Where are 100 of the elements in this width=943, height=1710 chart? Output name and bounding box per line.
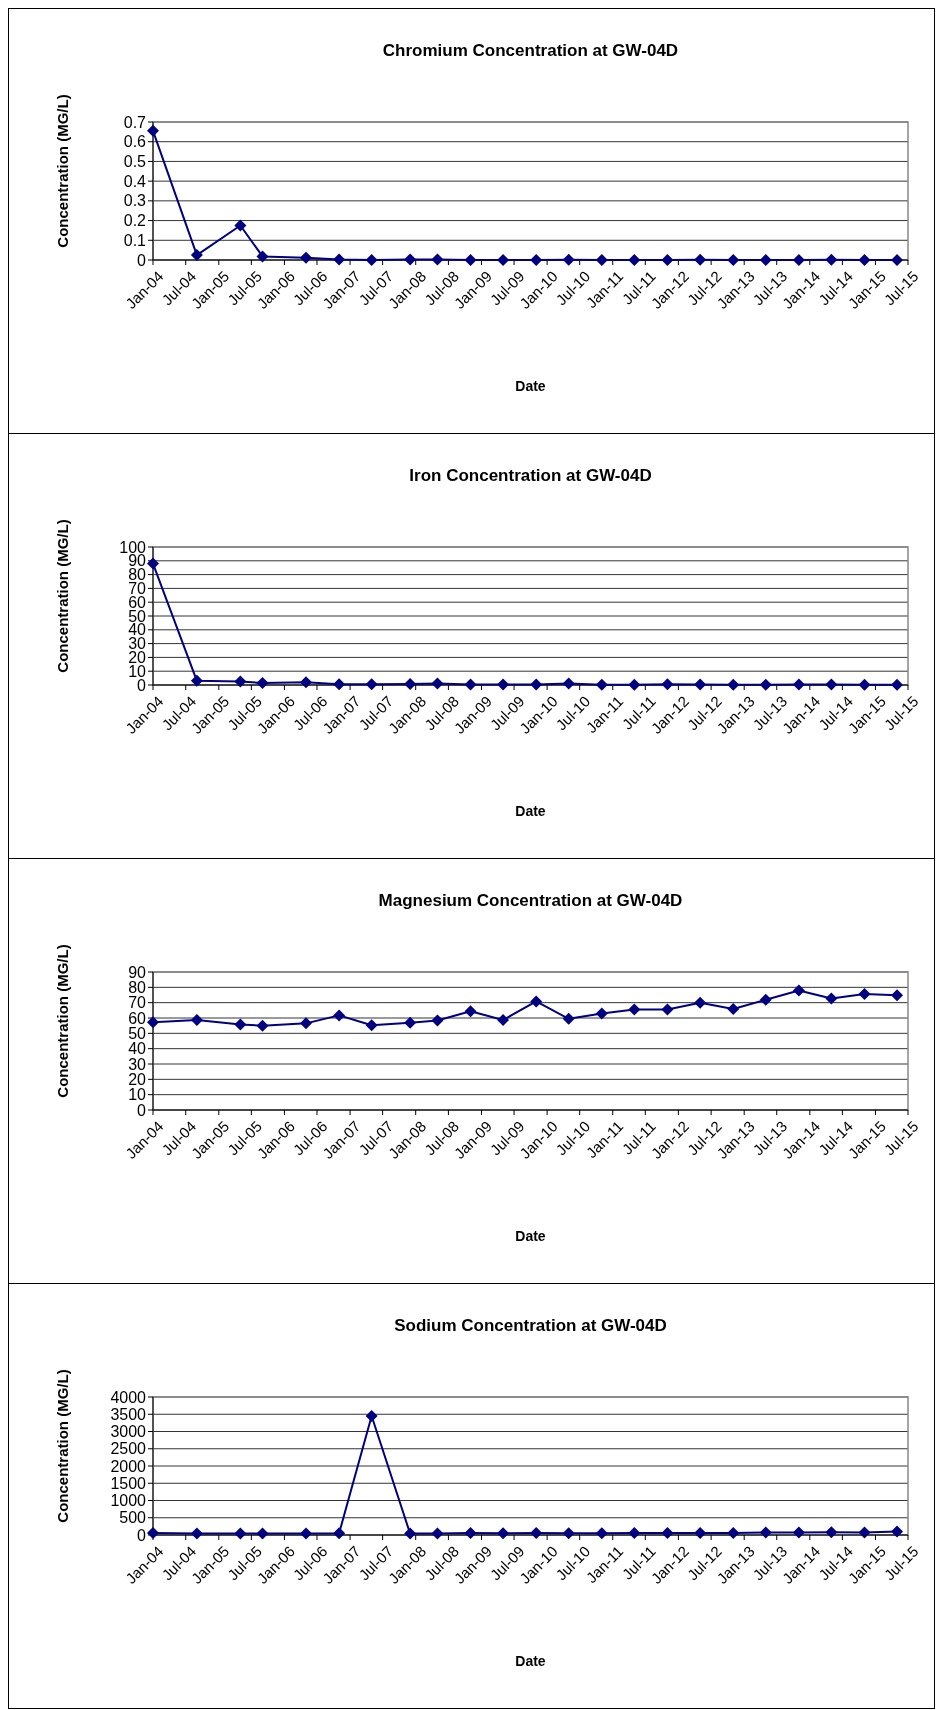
point [300,251,313,264]
point [497,678,510,691]
point [562,1012,575,1025]
point [234,219,247,232]
y-tick-label: 0.4 [123,172,147,190]
point [661,254,674,266]
point [333,1009,346,1022]
point [694,996,707,1009]
y-tick-label: 3000 [110,1423,147,1441]
point [190,1527,203,1540]
point [256,1019,269,1032]
point [825,678,838,691]
point [333,253,346,266]
point [234,1527,247,1540]
y-tick-label: 1500 [110,1474,147,1492]
y-tick-label: 0.7 [123,113,147,131]
point [190,249,203,262]
y-tick-label: 0 [137,1526,147,1544]
y-axis-title: Concentration (MG/L) [54,1369,71,1523]
point [727,1002,740,1015]
y-tick-label: 0.6 [123,133,147,151]
x-axis-title: Date [515,803,546,819]
point [694,253,707,266]
point [759,254,772,266]
point [562,1527,575,1540]
point [858,678,871,691]
y-tick-label: 4000 [110,1388,147,1406]
point [256,1527,269,1540]
point [147,1016,159,1029]
point [727,254,740,266]
point [431,677,444,690]
point [464,678,477,691]
point [464,1526,477,1539]
point [628,254,641,266]
x-axis-title: Date [515,378,546,394]
y-tick-label: 20 [128,1070,147,1088]
point [759,678,772,691]
y-axis-title: Concentration (MG/L) [54,519,71,673]
point [300,1527,313,1540]
point [333,678,346,691]
y-tick-label: 10 [128,1086,147,1104]
point [365,678,378,691]
point [147,1526,159,1539]
chart-title: Sodium Concentration at GW-04D [394,1316,667,1335]
chart-title: Iron Concentration at GW-04D [409,466,652,485]
y-tick-label: 70 [128,994,147,1012]
point [404,253,417,266]
point [530,678,543,691]
point [628,1003,641,1016]
y-tick-label: 30 [128,1055,147,1073]
point [300,676,313,689]
y-tick-label: 0.2 [123,212,147,230]
point [891,254,904,266]
point [147,124,159,137]
point [858,987,871,1000]
y-tick-label: 500 [119,1509,147,1527]
point [365,1409,378,1422]
point [891,1525,904,1538]
point [858,254,871,266]
point [562,253,575,266]
point [404,1527,417,1540]
point [792,1526,805,1539]
x-axis-title: Date [515,1653,546,1669]
y-tick-label: 0.3 [123,192,147,210]
point [661,1526,674,1539]
point [464,1005,477,1018]
point [530,1526,543,1539]
point [530,995,543,1008]
point [464,254,477,266]
point [694,678,707,691]
point [365,1019,378,1032]
point [727,1526,740,1539]
point [661,678,674,691]
y-tick-label: 3500 [110,1405,147,1423]
point [256,676,269,689]
point [628,678,641,691]
point [891,678,904,691]
point [661,1003,674,1016]
y-tick-label: 80 [128,978,147,996]
y-axis-title: Concentration (MG/L) [54,944,71,1098]
point [858,1526,871,1539]
point [595,1527,608,1540]
y-tick-label: 0.1 [123,231,147,249]
point [431,253,444,266]
point [891,989,904,1002]
y-tick-label: 2500 [110,1440,147,1458]
point [404,1016,417,1029]
y-axis-title: Concentration (MG/L) [54,94,71,248]
point [365,254,378,266]
chart-title: Magnesium Concentration at GW-04D [378,891,683,910]
y-tick-label: 1000 [110,1492,147,1510]
point [792,678,805,691]
x-axis-title: Date [515,1228,546,1244]
point [628,1526,641,1539]
point [825,992,838,1005]
point [431,1527,444,1540]
point [431,1014,444,1027]
point [727,678,740,691]
point [825,1526,838,1539]
point [234,1018,247,1031]
